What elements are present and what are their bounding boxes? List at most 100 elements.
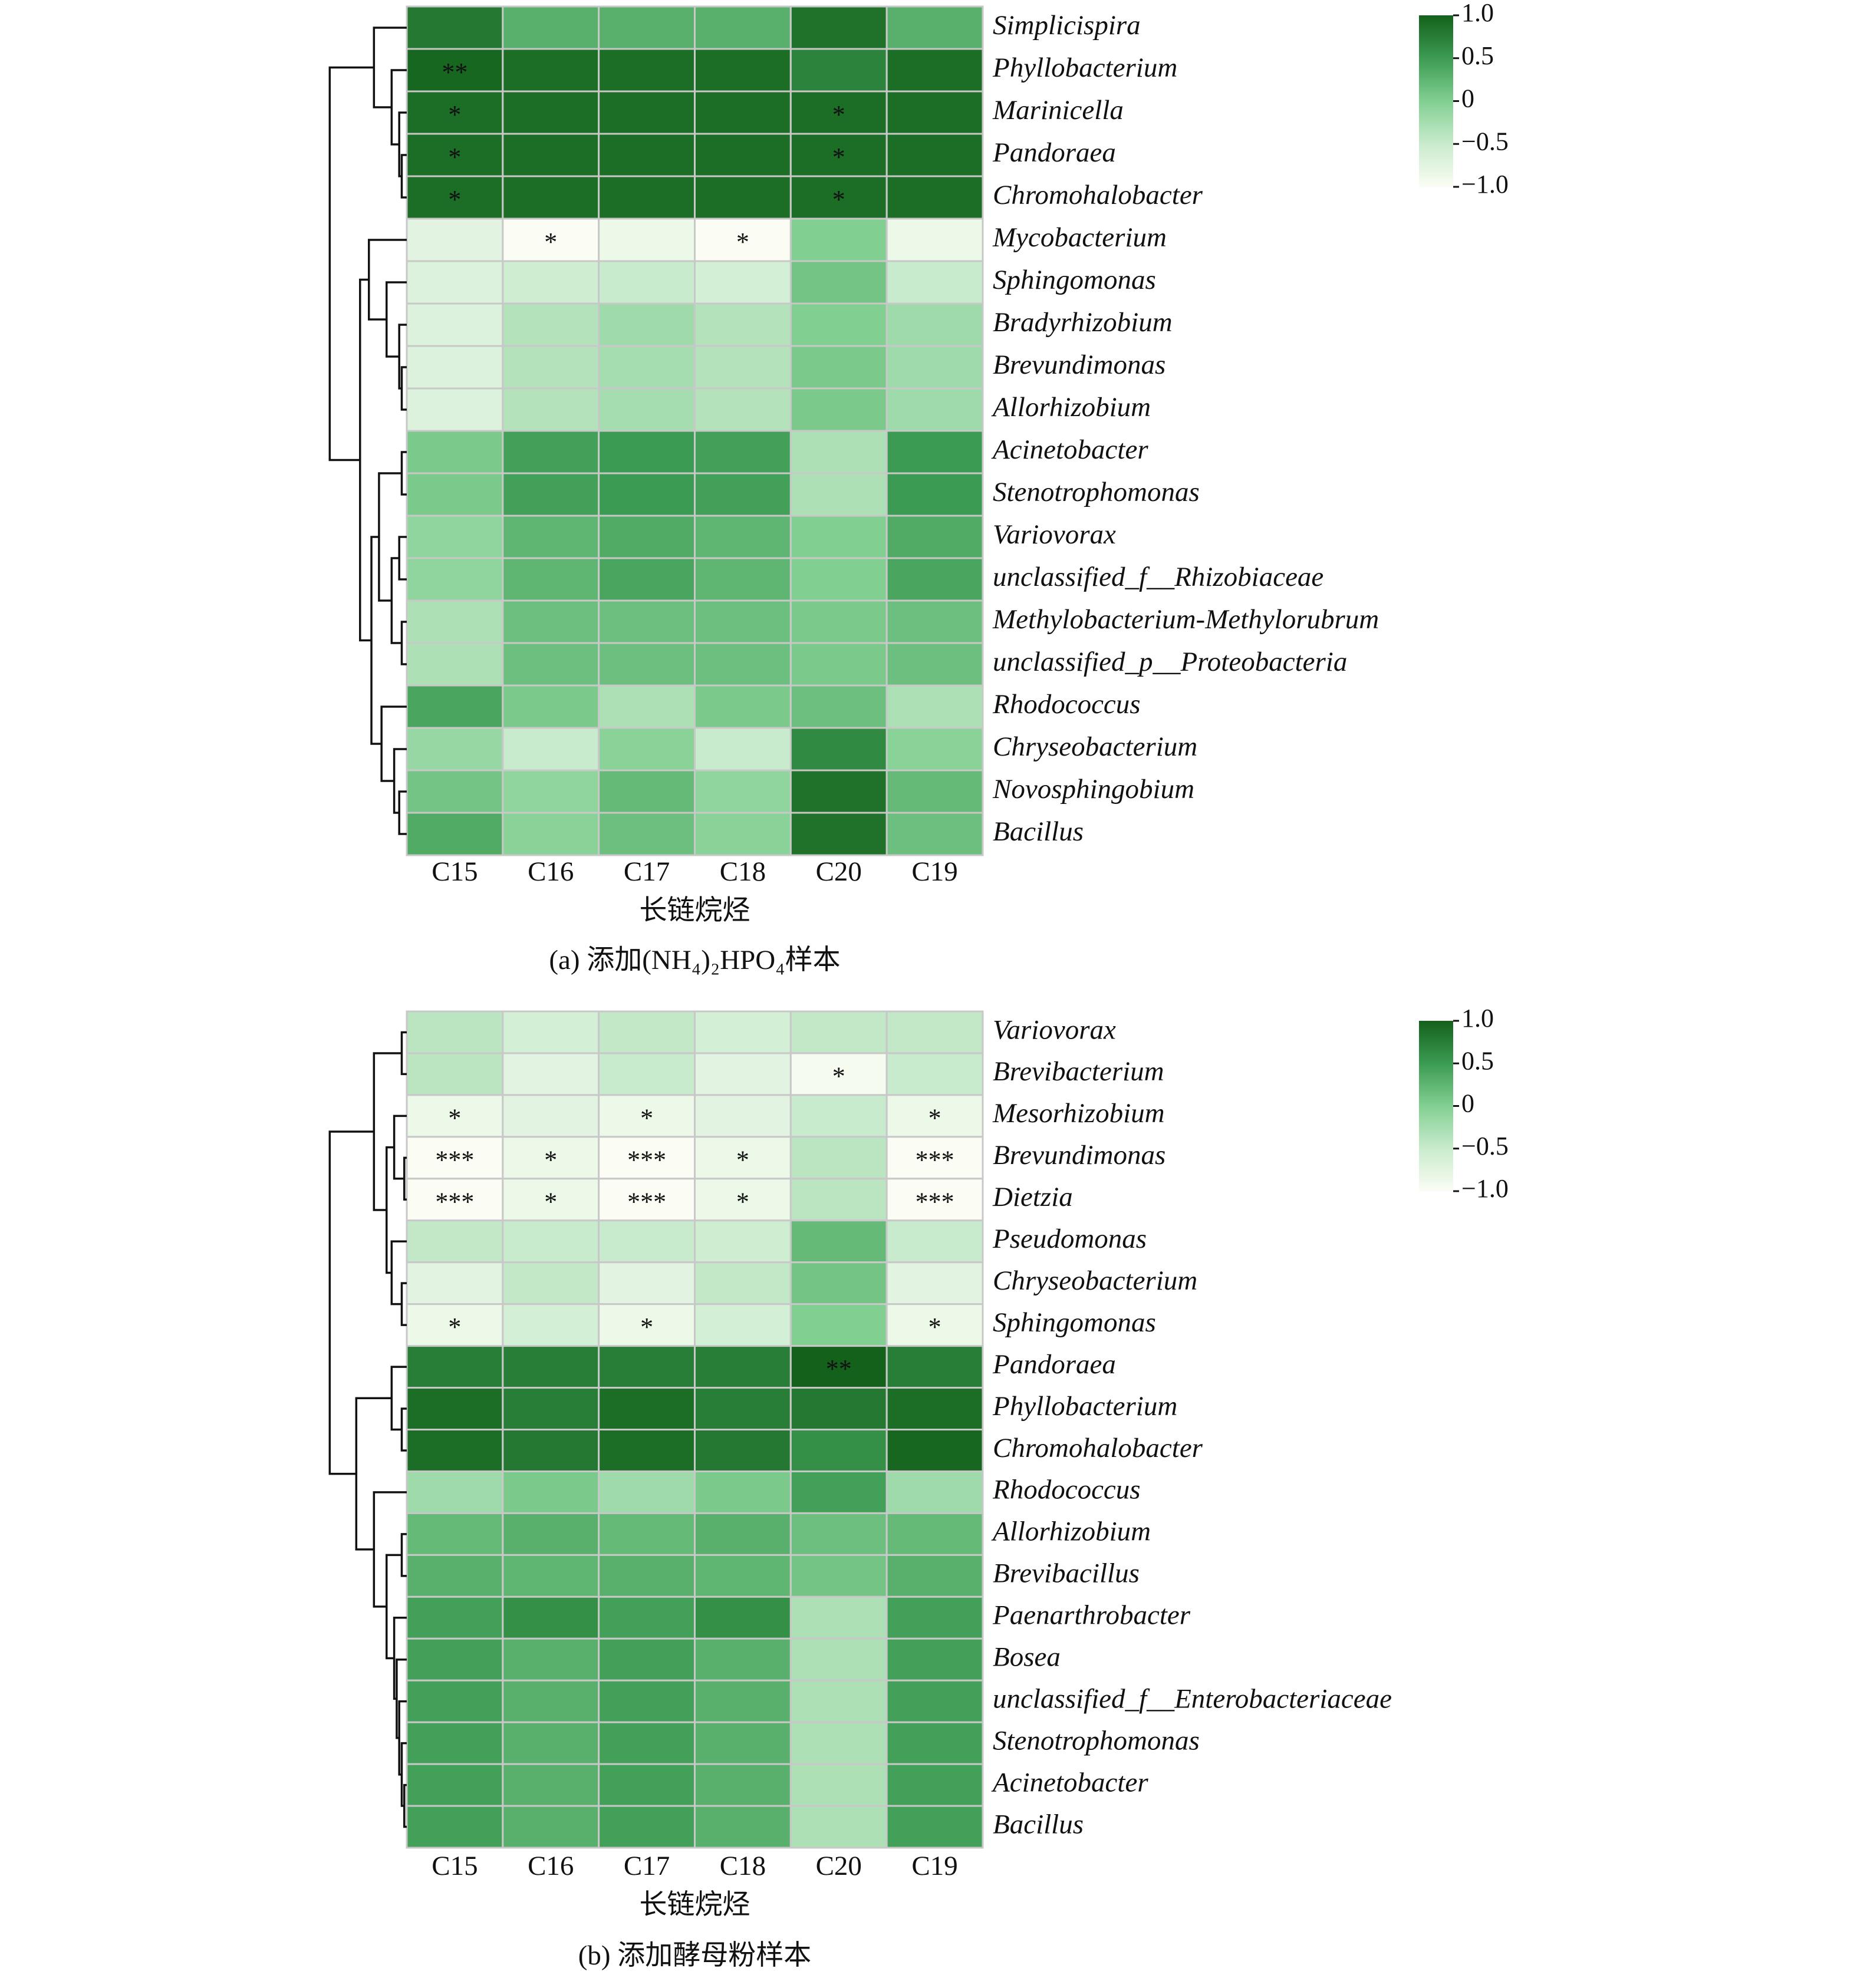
heatmap-cell [598, 1512, 696, 1556]
heatmap-cell [502, 1136, 600, 1180]
heatmap-cell [789, 769, 888, 814]
heatmap-cell [789, 1219, 888, 1264]
heatmap-cell [598, 48, 696, 93]
heatmap-cell [598, 133, 696, 177]
dendrogram-branch [386, 281, 407, 358]
heatmap-cell [694, 557, 792, 602]
heatmap-cell [598, 217, 696, 262]
heatmap-cell [502, 812, 600, 856]
heatmap-cell [598, 1345, 696, 1389]
heatmap-cell [598, 1094, 696, 1138]
heatmap-cell [885, 769, 984, 814]
heatmap-cell [502, 48, 600, 93]
heatmap-cell [885, 430, 984, 474]
heatmap-cell [502, 1637, 600, 1682]
row-label: Acinetobacter [991, 434, 1148, 465]
heatmap-cell [694, 1261, 792, 1305]
heatmap-cell [598, 642, 696, 687]
row-label: Mesorhizobium [992, 1098, 1165, 1129]
significance-mark: * [929, 1103, 941, 1132]
heatmap-cell [789, 1805, 888, 1849]
colorbar-tick-label: 0 [1461, 1089, 1474, 1118]
heatmap-cell [789, 1763, 888, 1807]
row-label: Marinicella [992, 95, 1124, 126]
heatmap-cell [789, 1554, 888, 1598]
significance-mark: * [448, 100, 461, 129]
colorbar-tick-label: −1.0 [1461, 1174, 1509, 1203]
row-label: Pandoraea [992, 137, 1116, 168]
heatmap-cell [502, 1721, 600, 1765]
heatmap-cell [598, 175, 696, 220]
heatmap-cell [885, 1387, 984, 1431]
row-label: Phyllobacterium [992, 52, 1177, 83]
heatmap-cell [406, 1010, 504, 1054]
heatmap-cell [598, 727, 696, 772]
heatmap-cell [885, 5, 984, 50]
row-label: Simplicispira [993, 10, 1141, 41]
heatmap-cell [694, 1219, 792, 1264]
heatmap-cell [789, 260, 888, 305]
heatmap-cell [885, 133, 984, 177]
heatmap-cell [694, 1387, 792, 1431]
dendrogram [328, 1031, 407, 1828]
heatmap-cell [406, 642, 504, 687]
heatmap-cell [598, 1763, 696, 1807]
heatmap-cell [406, 5, 504, 50]
row-label: unclassified_f__Rhizobiaceae [993, 562, 1323, 592]
heatmap-cell [598, 1136, 696, 1180]
heatmap-cell [406, 1429, 504, 1472]
heatmap-cell [502, 1345, 600, 1389]
heatmap-cell [694, 1512, 792, 1556]
heatmap-cell [502, 260, 600, 305]
significance-mark: * [544, 228, 557, 256]
row-label: Rhodococcus [992, 1475, 1141, 1505]
heatmap-cell [885, 684, 984, 729]
heatmap-cell [502, 1805, 600, 1849]
heatmap-cell [502, 1261, 600, 1305]
heatmap-cell [694, 1094, 792, 1138]
significance-mark: *** [916, 1187, 954, 1216]
heatmap-cell [406, 472, 504, 517]
significance-mark: * [736, 1145, 749, 1174]
heatmap-cell [694, 133, 792, 177]
heatmap-cell [694, 1595, 792, 1640]
heatmap-cell [502, 387, 600, 432]
heatmap-cell [885, 90, 984, 135]
row-label: Chryseobacterium [993, 731, 1197, 762]
heatmap-cell [694, 1052, 792, 1096]
colorbar-tick-label: 0.5 [1461, 1046, 1494, 1075]
heatmap-cell [406, 1303, 504, 1347]
column-label: C16 [528, 856, 574, 887]
row-label: Pseudomonas [992, 1224, 1147, 1254]
heatmap-cell [598, 1010, 696, 1054]
heatmap-cell [502, 515, 600, 559]
dendrogram-branch [398, 324, 407, 390]
heatmap-cell [885, 1010, 984, 1054]
heatmap-cell [694, 1805, 792, 1849]
heatmap-cell [694, 515, 792, 559]
heatmap-cell [694, 430, 792, 474]
heatmap-cell [885, 48, 984, 93]
heatmap-cell [694, 727, 792, 772]
heatmap-cell [406, 1052, 504, 1096]
heatmap-cell [406, 1595, 504, 1640]
heatmap-cell [598, 5, 696, 50]
heatmap-cell [598, 1303, 696, 1347]
heatmap-cell [598, 430, 696, 474]
heatmap-cell [694, 472, 792, 517]
row-label: Bacillus [993, 816, 1084, 847]
row-label: Sphingomonas [993, 265, 1156, 295]
heatmap-cell [885, 1805, 984, 1849]
heatmap-cell [598, 1429, 696, 1472]
heatmap-cell [885, 1470, 984, 1514]
heatmap-cell [502, 133, 600, 177]
heatmap-cell [406, 1345, 504, 1389]
heatmap-cell [789, 727, 888, 772]
heatmap-cell [502, 5, 600, 50]
heatmap-cell [789, 217, 888, 262]
heatmap-cell [406, 387, 504, 432]
heatmap-cell [406, 1637, 504, 1682]
heatmap-cell [502, 1763, 600, 1807]
heatmap-cell [502, 1429, 600, 1472]
